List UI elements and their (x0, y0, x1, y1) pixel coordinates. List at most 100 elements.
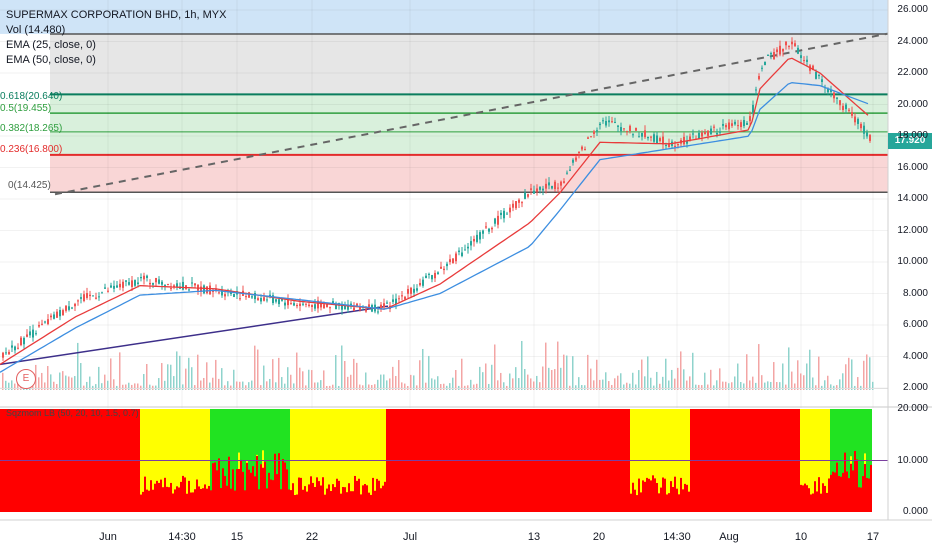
candle-body (530, 188, 532, 190)
legend-ema50[interactable]: EMA (50, close, 0) (6, 54, 96, 66)
candle-body (740, 122, 742, 128)
ind-bar-green (234, 409, 236, 491)
candle-body (122, 281, 124, 288)
candle-body (158, 279, 160, 284)
volume-bar (827, 375, 829, 390)
ind-bar-yellow (188, 409, 190, 481)
candle-body (302, 303, 304, 305)
candle-body (521, 202, 523, 204)
ind-bar-green (222, 409, 224, 469)
volume-bar (272, 359, 274, 390)
volume-bar (74, 376, 76, 390)
volume-bar (680, 351, 682, 390)
ind-bar-yellow (148, 409, 150, 491)
volume-bar (185, 368, 187, 390)
ind-bar-yellow (814, 409, 816, 482)
candle-body (128, 282, 130, 285)
volume-bar (491, 364, 493, 390)
candle-body (275, 299, 277, 302)
candle-body (743, 120, 745, 127)
ind-bar-green (242, 409, 244, 472)
ind-bar-yellow (652, 409, 654, 476)
ind-bar-green (254, 409, 256, 477)
ind-bar-yellow (166, 409, 168, 487)
ind-bar-green (834, 409, 836, 473)
candle-body (476, 234, 478, 242)
ind-bar-green (246, 409, 248, 461)
ind-bar-yellow (672, 409, 674, 487)
volume-bar (170, 364, 172, 390)
candle-body (707, 130, 709, 136)
candle-body (539, 187, 541, 190)
candle-body (620, 127, 622, 132)
candle-body (644, 130, 646, 138)
ind-bar-yellow (644, 409, 646, 482)
volume-bar (533, 381, 535, 390)
volume-bar (359, 384, 361, 390)
volume-bar (527, 374, 529, 390)
candle-body (329, 307, 331, 309)
volume-bar (230, 385, 232, 390)
candle-body (173, 285, 175, 287)
volume-bar (248, 382, 250, 390)
candle-body (293, 303, 295, 306)
candle-body (209, 285, 211, 295)
candle-body (377, 311, 379, 313)
ind-bar-yellow (674, 409, 676, 477)
volume-bar (623, 384, 625, 390)
candles (2, 37, 871, 361)
ind-bar-green (284, 409, 286, 463)
candle-body (38, 324, 40, 327)
candle-body (155, 278, 157, 283)
candle-body (626, 130, 628, 132)
volume-bar (176, 351, 178, 390)
volume-bar (656, 371, 658, 390)
candle-body (410, 287, 412, 294)
volume-bar (77, 342, 79, 390)
volume-bar (749, 380, 751, 390)
earnings-event-icon[interactable]: E (16, 369, 36, 389)
volume-bar (119, 352, 121, 390)
volume-bar (830, 384, 832, 390)
ind-bar-yellow (808, 409, 810, 489)
candle-body (44, 321, 46, 323)
volume-bar (554, 369, 556, 390)
candle-body (323, 304, 325, 309)
candle-body (386, 302, 388, 304)
candle-body (149, 282, 151, 285)
candle-body (587, 137, 589, 139)
candle-body (668, 144, 670, 148)
volume-bar (752, 376, 754, 390)
candle-body (170, 288, 172, 290)
volume-bar (5, 380, 7, 390)
candle-body (92, 295, 94, 297)
ind-bar-yellow (658, 409, 660, 494)
volume-bar (470, 379, 472, 390)
ind-bar-yellow (680, 409, 682, 478)
volume-bar (650, 377, 652, 390)
volume-bar (758, 344, 760, 390)
volume-bar (542, 366, 544, 390)
candle-body (503, 210, 505, 219)
volume-bar (128, 382, 130, 390)
legend-ema25[interactable]: EMA (25, close, 0) (6, 39, 96, 51)
ind-bar-yellow (806, 409, 808, 486)
ind-bar-green (272, 409, 274, 481)
candle-body (845, 104, 847, 110)
ind-bar-yellow (330, 409, 332, 492)
ind-bar-yellow (152, 409, 154, 490)
candle-body (869, 135, 871, 141)
volume-bar (422, 348, 424, 390)
candle-body (659, 138, 661, 142)
volume-bar (107, 380, 109, 390)
volume-bar (779, 382, 781, 390)
candle-body (119, 283, 121, 288)
legend-volume[interactable]: Vol (14.480) (6, 24, 66, 36)
candle-body (380, 304, 382, 309)
volume-bar (515, 367, 517, 390)
volume-bar (734, 376, 736, 390)
candle-body (506, 213, 508, 215)
ind-bar-green (844, 409, 846, 453)
candle-body (803, 60, 805, 62)
